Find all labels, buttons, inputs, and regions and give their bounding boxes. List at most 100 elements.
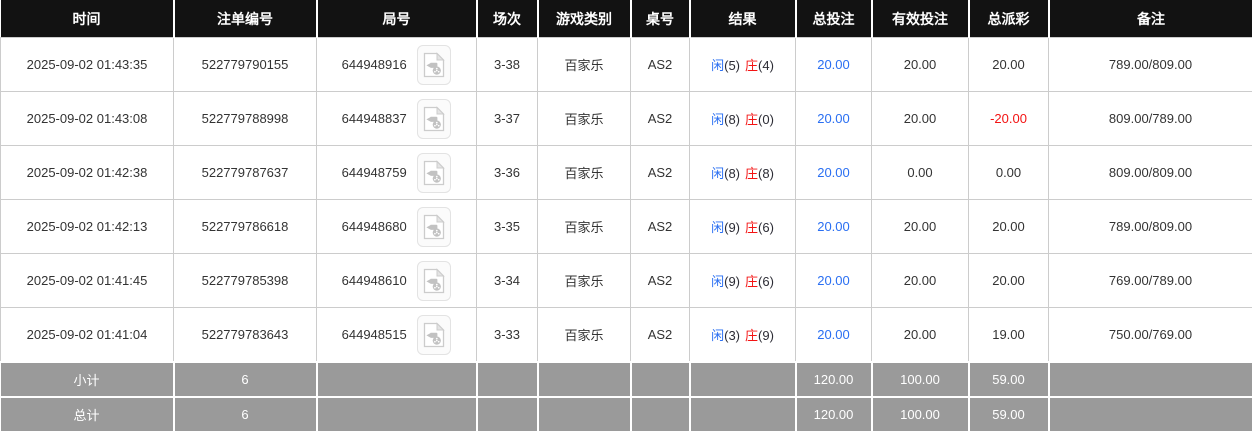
cell-table-no: AS2 (630, 307, 690, 363)
cell-total-payout: -20.00 (968, 91, 1049, 146)
cell-total-payout: 20.00 (968, 253, 1049, 308)
cell-remark: 769.00/789.00 (1048, 253, 1252, 308)
column-header: 结果 (689, 0, 797, 38)
summary-total-bet: 120.00 (794, 361, 873, 398)
cell-total-bet: 20.00 (795, 307, 872, 363)
result-banker-points: (8) (758, 166, 774, 181)
summary-empty-cell (688, 396, 797, 431)
table-row: 2025-09-02 01:41:45 522779785398 644948610… (0, 253, 1252, 308)
result-player-label: 闲 (711, 58, 725, 73)
cell-table-no: AS2 (630, 37, 690, 92)
cell-game-type: 百家乐 (537, 199, 631, 254)
summary-label: 小计 (0, 361, 175, 398)
cell-bet-id: 522779790155 (173, 37, 317, 92)
result-player: 闲(9) (711, 274, 740, 289)
cell-valid-bet: 20.00 (871, 253, 969, 308)
result-player-label: 闲 (711, 274, 725, 289)
cell-bet-id: 522779786618 (173, 199, 317, 254)
cell-remark: 809.00/789.00 (1048, 91, 1252, 146)
video-replay-button[interactable] (417, 260, 452, 301)
result-banker-points: (4) (758, 58, 774, 73)
result-banker: 庄(0) (745, 112, 774, 127)
result-player-label: 闲 (711, 220, 725, 235)
video-file-icon (424, 213, 446, 239)
cell-valid-bet: 0.00 (871, 145, 969, 200)
column-header: 备注 (1048, 0, 1252, 38)
column-header: 总投注 (795, 0, 873, 38)
cell-table-no: AS2 (630, 199, 690, 254)
result-banker: 庄(4) (745, 58, 774, 73)
table-row: 2025-09-02 01:42:13 522779786618 644948680… (0, 199, 1252, 254)
column-header: 场次 (476, 0, 539, 38)
round-number: 644948680 (341, 219, 407, 234)
table-header-row: 时间 注单编号 局号 场次 游戏类别 桌号 结果 总投注 有效投注 总派彩 备注 (0, 0, 1252, 38)
cell-bet-id: 522779785398 (173, 253, 317, 308)
cell-table-no: AS2 (630, 253, 690, 308)
cell-round: 644948837 (316, 91, 477, 146)
cell-result: 闲(8) 庄(0) (689, 91, 796, 146)
result-banker-label: 庄 (745, 220, 759, 235)
result-player: 闲(8) (711, 166, 740, 181)
column-header: 时间 (0, 0, 175, 38)
video-file-icon (424, 51, 446, 77)
summary-empty-cell (536, 361, 632, 398)
video-file-icon (424, 267, 446, 293)
round-number: 644948916 (341, 57, 407, 72)
video-replay-button[interactable] (417, 98, 452, 139)
column-header: 游戏类别 (537, 0, 632, 38)
result-player-points: (5) (724, 58, 740, 73)
result-banker: 庄(6) (745, 274, 774, 289)
cell-total-bet: 20.00 (795, 199, 872, 254)
cell-session: 3-38 (476, 37, 538, 92)
video-replay-button[interactable] (417, 44, 452, 85)
cell-result: 闲(8) 庄(8) (689, 145, 796, 200)
summary-empty-cell (475, 361, 539, 398)
column-header: 桌号 (630, 0, 691, 38)
table-row: 2025-09-02 01:43:08 522779788998 644948837… (0, 91, 1252, 146)
cell-time: 2025-09-02 01:43:35 (0, 37, 174, 92)
summary-row: 总计 6 120.00 100.00 59.00 (0, 396, 1252, 431)
summary-total-payout: 59.00 (967, 396, 1050, 431)
video-file-icon (424, 159, 446, 185)
summary-row: 小计 6 120.00 100.00 59.00 (0, 361, 1252, 398)
summary-empty-cell (536, 396, 632, 431)
video-replay-button[interactable] (417, 206, 452, 247)
summary-empty-cell (1047, 396, 1252, 431)
cell-bet-id: 522779788998 (173, 91, 317, 146)
result-banker-label: 庄 (745, 58, 759, 73)
table-row: 2025-09-02 01:41:04 522779783643 644948515… (0, 307, 1252, 363)
cell-valid-bet: 20.00 (871, 199, 969, 254)
summary-empty-cell (315, 396, 478, 431)
table-footer: 小计 6 120.00 100.00 59.00 总计 6 120.00 100.00 59.00 (0, 361, 1252, 431)
video-file-icon (424, 321, 446, 347)
round-number: 644948610 (341, 273, 407, 288)
video-replay-button[interactable] (417, 314, 452, 355)
cell-game-type: 百家乐 (537, 145, 631, 200)
video-replay-button[interactable] (417, 152, 452, 193)
cell-round: 644948515 (316, 307, 477, 363)
result-banker: 庄(6) (745, 220, 774, 235)
cell-total-payout: 0.00 (968, 145, 1049, 200)
cell-result: 闲(3) 庄(9) (689, 307, 796, 363)
cell-time: 2025-09-02 01:42:38 (0, 145, 174, 200)
cell-game-type: 百家乐 (537, 37, 631, 92)
result-player-points: (9) (724, 220, 740, 235)
summary-empty-cell (688, 361, 797, 398)
cell-session: 3-35 (476, 199, 538, 254)
cell-table-no: AS2 (630, 91, 690, 146)
table-row: 2025-09-02 01:43:35 522779790155 644948916… (0, 37, 1252, 92)
cell-total-payout: 20.00 (968, 199, 1049, 254)
result-player: 闲(9) (711, 220, 740, 235)
column-header: 有效投注 (871, 0, 970, 38)
cell-round: 644948759 (316, 145, 477, 200)
cell-session: 3-36 (476, 145, 538, 200)
result-player-label: 闲 (711, 112, 725, 127)
summary-total-payout: 59.00 (967, 361, 1050, 398)
cell-result: 闲(9) 庄(6) (689, 199, 796, 254)
cell-total-bet: 20.00 (795, 37, 872, 92)
column-header: 注单编号 (173, 0, 318, 38)
cell-round: 644948610 (316, 253, 477, 308)
column-header: 总派彩 (968, 0, 1050, 38)
cell-result: 闲(9) 庄(6) (689, 253, 796, 308)
cell-table-no: AS2 (630, 145, 690, 200)
